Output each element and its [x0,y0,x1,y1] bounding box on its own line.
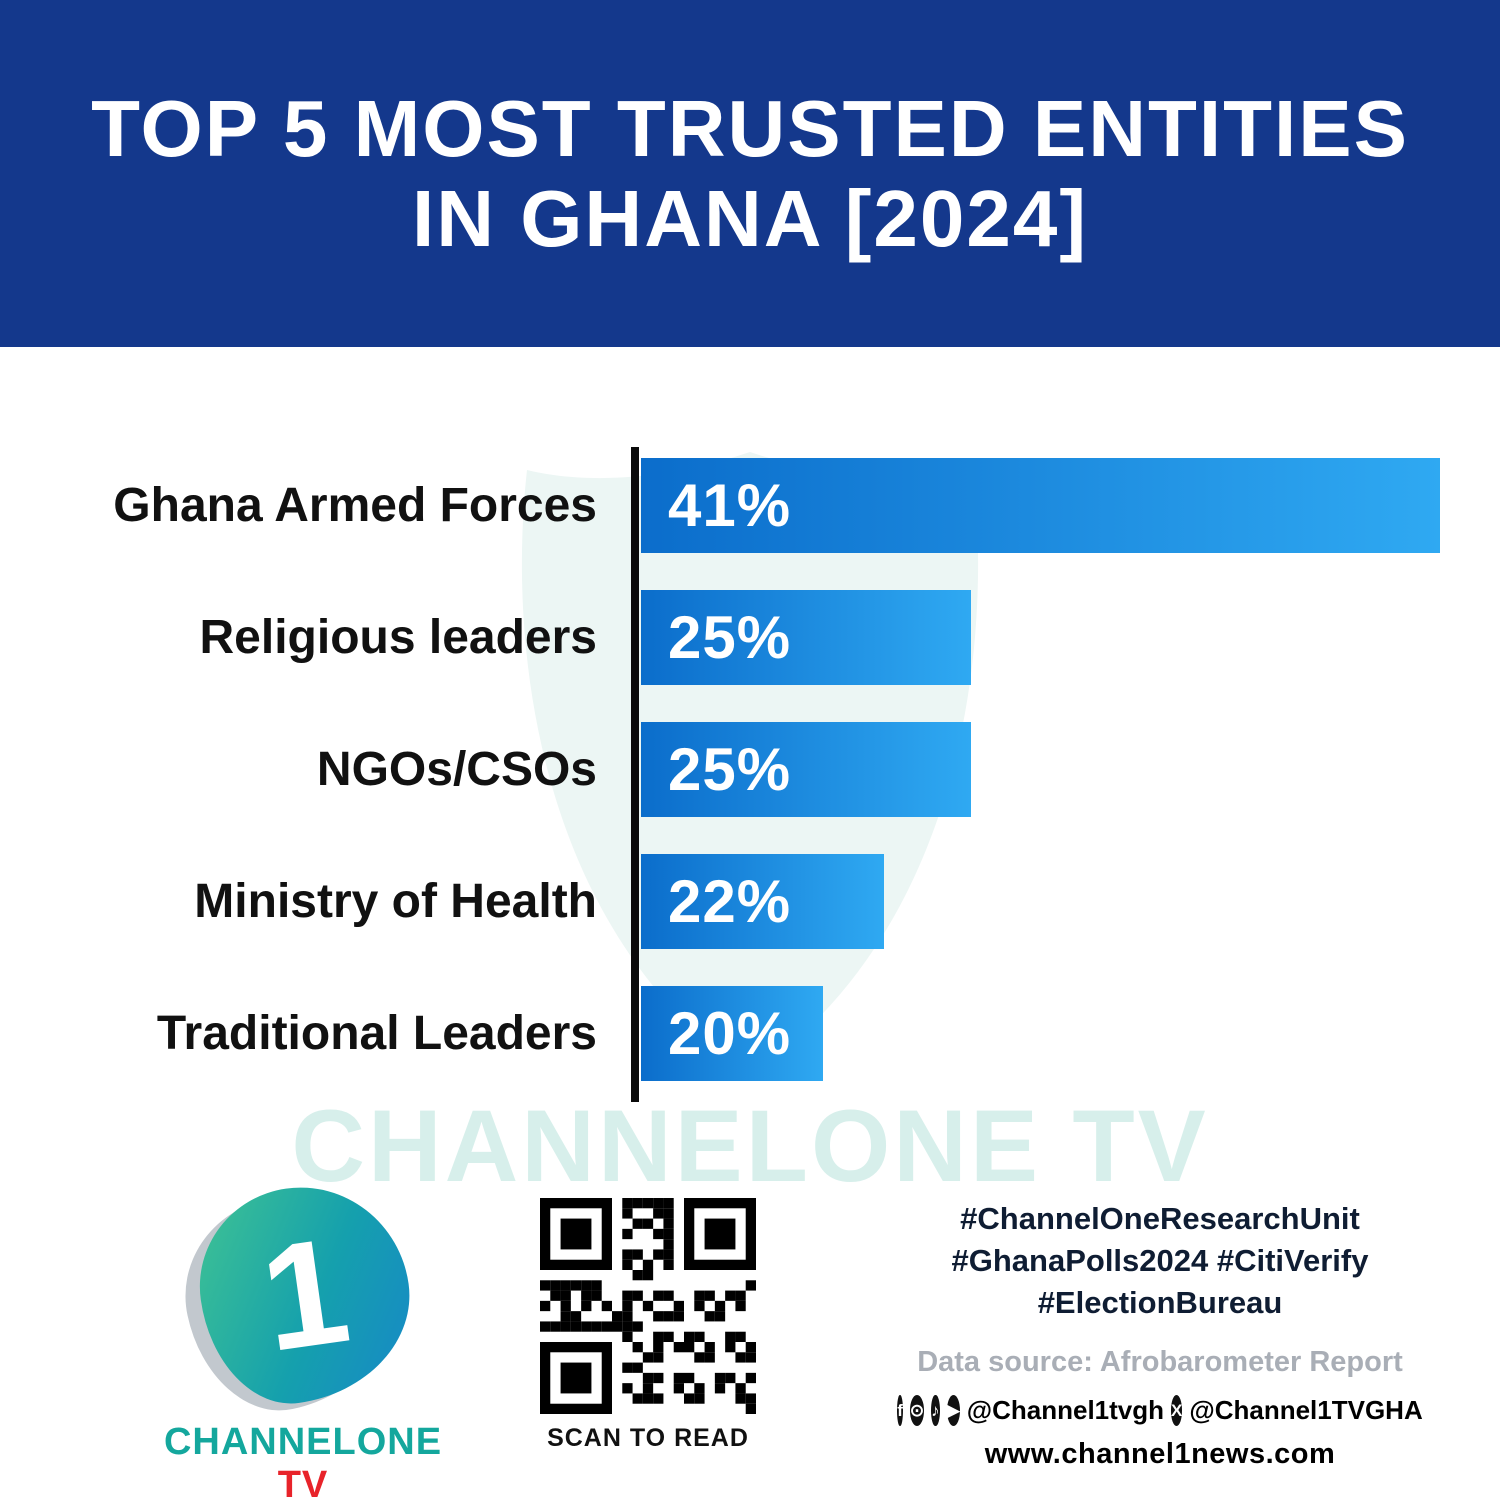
category-label: Religious leaders [199,611,597,664]
hashtags-line-1: #ChannelOneResearchUnit [960,1201,1360,1236]
bar-value-label: 22% [668,868,792,935]
category-label: Ghana Armed Forces [113,479,597,532]
chart-axis-line [631,447,639,1102]
x-twitter-icon: X [1171,1395,1183,1426]
channel-one-logo: 1 [167,1173,423,1427]
social-row: f ⊙ ♪ ▶ @Channel1tvgh X @Channel1TVGHA [897,1395,1423,1426]
bar: 41% [641,458,1440,553]
bar-track: 22% [641,854,1460,949]
brand-watermark: CHANNELONE TV [291,1089,1209,1203]
bar-value-label: 25% [668,736,792,803]
brand-name-primary: CHANNELONE [163,1421,443,1463]
facebook-icon: f [897,1395,903,1426]
bar-value-label: 25% [668,604,792,671]
hashtags-line-2: #GhanaPolls2024 #CitiVerify [951,1243,1369,1278]
social-handle-x: @Channel1TVGHA [1189,1395,1423,1425]
category-label: Ministry of Health [194,875,597,928]
category-label: Traditional Leaders [156,1007,597,1060]
qr-code [540,1198,756,1414]
channel-one-logo-block: 1 CHANNELONE TV [148,1173,458,1500]
bar-track: 41% [641,458,1460,553]
page-title-line1: TOP 5 MOST TRUSTED ENTITIES [91,83,1409,173]
chart-row: Traditional Leaders 20% [0,986,1460,1081]
bar-track: 20% [641,986,1460,1081]
page-title-line2: IN GHANA [2024] [411,173,1089,263]
instagram-icon: ⊙ [909,1395,925,1426]
chart-row: Ministry of Health 22% [0,854,1460,949]
qr-caption: SCAN TO READ [547,1424,749,1452]
logo-numeral: 1 [251,1204,358,1383]
bar: 20% [641,986,823,1081]
bar-track: 25% [641,590,1460,685]
hashtags-line-3: #ElectionBureau [1037,1285,1283,1320]
social-handle-primary: @Channel1tvgh [966,1395,1165,1425]
youtube-icon: ▶ [946,1395,960,1426]
chart-row: Ghana Armed Forces 41% [0,458,1460,553]
data-source-label: Data source: Afrobarometer Report [917,1346,1403,1378]
bar: 25% [641,590,971,685]
chart-row: NGOs/CSOs 25% [0,722,1460,817]
chart-row: Religious leaders 25% [0,590,1460,685]
bar: 22% [641,854,884,949]
header-banner: TOP 5 MOST TRUSTED ENTITIES IN GHANA [20… [0,0,1500,347]
bar-track: 25% [641,722,1460,817]
chart-rows: Ghana Armed Forces 41% Religious leaders 25… [0,458,1460,1118]
website-url: www.channel1news.com [984,1438,1336,1470]
tiktok-icon: ♪ [931,1395,940,1426]
footer-info-block: #ChannelOneResearchUnit #GhanaPolls2024 … [897,1198,1423,1471]
bar-value-label: 41% [668,472,792,539]
bar-value-label: 20% [668,1000,792,1067]
bar: 25% [641,722,971,817]
qr-block: SCAN TO READ [540,1198,756,1453]
brand-wordmark: CHANNELONE TV [148,1421,458,1500]
category-label: NGOs/CSOs [316,743,597,796]
brand-name-secondary: TV [277,1464,329,1500]
